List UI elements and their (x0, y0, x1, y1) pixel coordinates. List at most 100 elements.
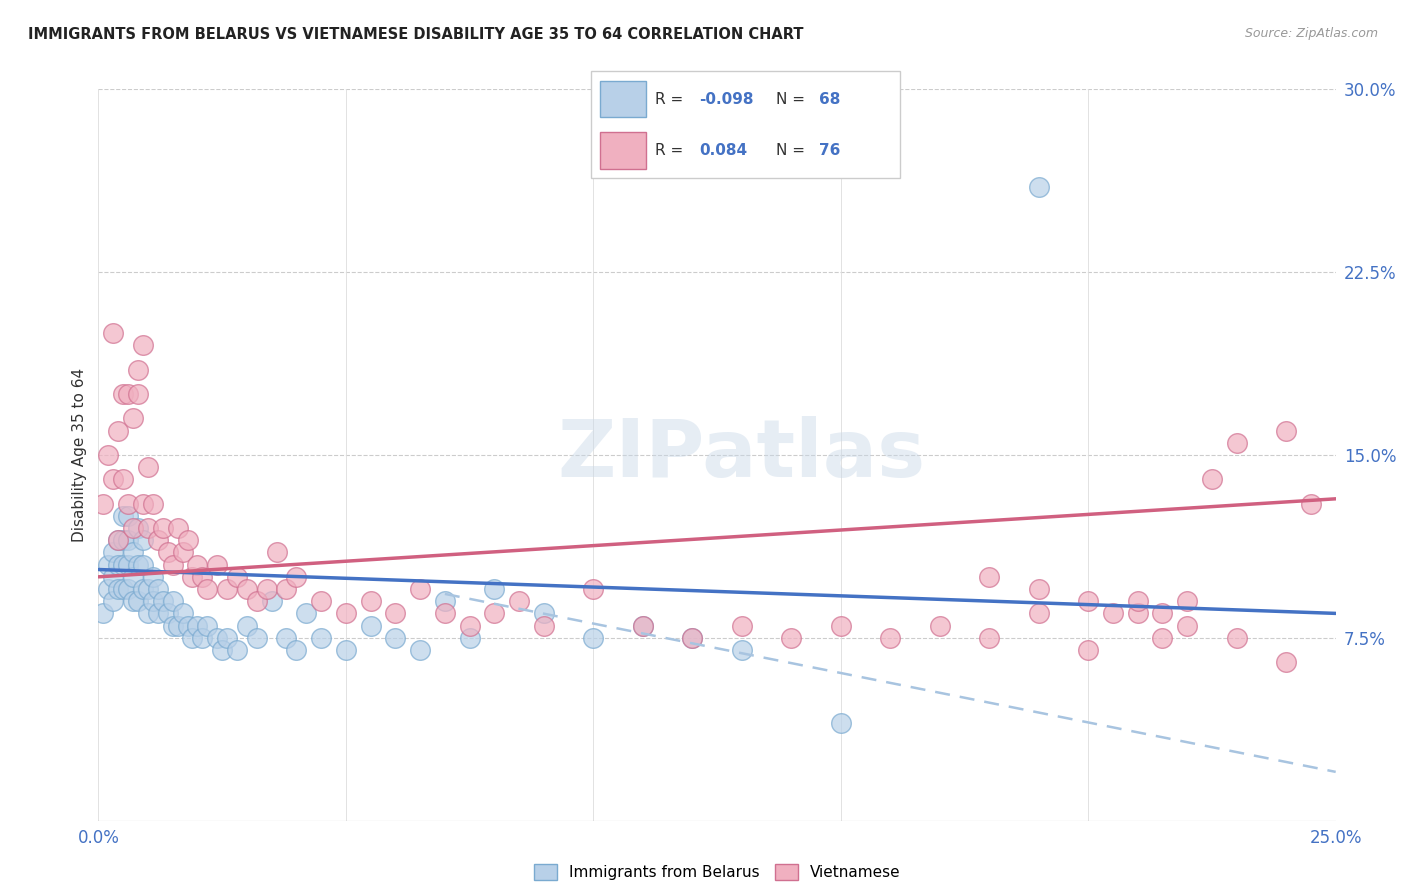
Point (1028, 582, 1050, 596)
Point (195, 618, 218, 632)
Point (533, 618, 555, 632)
Point (146, 582, 169, 596)
Point (93, 607, 115, 621)
Text: 76: 76 (820, 143, 841, 158)
Point (780, 631, 803, 645)
Point (122, 545, 145, 559)
Point (103, 594, 125, 608)
Point (132, 582, 155, 596)
Point (107, 582, 129, 596)
Point (979, 631, 1001, 645)
Point (295, 607, 318, 621)
Legend: Immigrants from Belarus, Vietnamese: Immigrants from Belarus, Vietnamese (527, 858, 907, 886)
Point (409, 582, 432, 596)
Point (112, 387, 135, 401)
Point (681, 631, 703, 645)
Y-axis label: Disability Age 35 to 64: Disability Age 35 to 64 (72, 368, 87, 542)
Point (631, 618, 654, 632)
Point (117, 387, 139, 401)
Point (1077, 643, 1099, 657)
Point (103, 326, 125, 340)
Point (1275, 655, 1298, 669)
Point (162, 618, 184, 632)
Point (266, 545, 288, 559)
Point (142, 497, 165, 511)
Point (172, 545, 194, 559)
Point (181, 631, 204, 645)
Point (136, 521, 159, 535)
Point (582, 631, 605, 645)
Point (166, 618, 188, 632)
Point (117, 508, 139, 523)
Point (136, 460, 159, 475)
Point (830, 618, 852, 632)
Point (103, 472, 125, 486)
Point (127, 387, 149, 401)
Point (195, 582, 218, 596)
Point (246, 594, 269, 608)
Point (582, 582, 605, 596)
Point (433, 594, 456, 608)
Point (136, 607, 159, 621)
Point (112, 533, 135, 548)
Point (1275, 424, 1298, 438)
Point (1175, 618, 1198, 632)
Text: -0.098: -0.098 (699, 92, 754, 107)
Point (122, 570, 145, 584)
Point (276, 631, 298, 645)
Point (236, 582, 259, 596)
Point (107, 558, 129, 572)
Point (122, 594, 145, 608)
Point (309, 594, 332, 608)
Point (508, 594, 530, 608)
Text: R =: R = (655, 143, 693, 158)
Point (309, 631, 332, 645)
Point (127, 521, 149, 535)
Point (1077, 594, 1099, 608)
Point (117, 558, 139, 572)
Point (142, 570, 165, 584)
Point (117, 497, 139, 511)
Point (156, 545, 179, 559)
Text: Source: ZipAtlas.com: Source: ZipAtlas.com (1244, 27, 1378, 40)
Point (146, 533, 169, 548)
Point (93, 497, 115, 511)
Point (830, 716, 852, 731)
Text: ZIPatlas: ZIPatlas (558, 416, 927, 494)
Point (217, 582, 239, 596)
Point (117, 582, 139, 596)
Point (246, 631, 269, 645)
Point (127, 594, 149, 608)
Point (335, 643, 357, 657)
Point (1126, 607, 1149, 621)
FancyBboxPatch shape (600, 132, 647, 169)
Point (107, 533, 129, 548)
Point (731, 618, 754, 632)
Point (162, 594, 184, 608)
Point (335, 607, 357, 621)
Point (285, 643, 308, 657)
Point (1299, 497, 1322, 511)
Point (384, 631, 406, 645)
Point (260, 594, 283, 608)
Point (433, 607, 456, 621)
Point (484, 582, 506, 596)
Point (181, 570, 204, 584)
Point (176, 618, 198, 632)
Point (1126, 594, 1149, 608)
Point (156, 607, 179, 621)
Point (142, 594, 165, 608)
Point (1226, 631, 1249, 645)
Point (103, 545, 125, 559)
Point (97, 558, 120, 572)
Point (1175, 594, 1198, 608)
Point (409, 643, 432, 657)
Point (176, 533, 198, 548)
Point (226, 643, 249, 657)
Point (360, 594, 382, 608)
Point (458, 631, 481, 645)
Text: IMMIGRANTS FROM BELARUS VS VIETNAMESE DISABILITY AGE 35 TO 64 CORRELATION CHART: IMMIGRANTS FROM BELARUS VS VIETNAMESE DI… (28, 27, 804, 42)
Point (186, 558, 208, 572)
Point (107, 533, 129, 548)
Point (112, 472, 135, 486)
